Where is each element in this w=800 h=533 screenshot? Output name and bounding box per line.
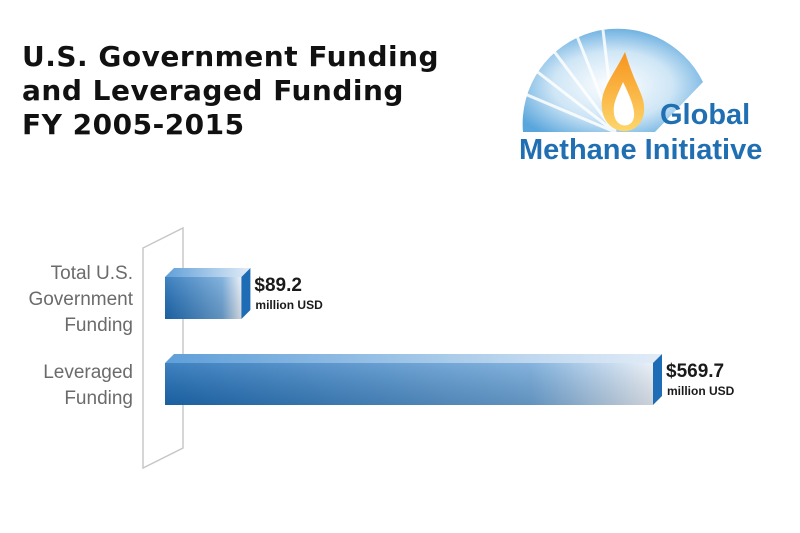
logo-line-2: Methane Initiative bbox=[519, 134, 762, 166]
unit-label-1: million USD bbox=[667, 384, 735, 398]
bar-1 bbox=[165, 354, 662, 405]
bar-front-shade bbox=[165, 363, 653, 405]
unit-label-0: million USD bbox=[255, 298, 323, 312]
bar-end-face bbox=[653, 354, 662, 405]
funding-bar-chart: $89.2 million USD Total U.S. Government Fund… bbox=[28, 226, 735, 470]
bar-top-face bbox=[165, 354, 662, 363]
title-line-1: U.S. Government Funding bbox=[22, 40, 440, 73]
bar-top-face bbox=[165, 268, 251, 277]
title-line-3: FY 2005-2015 bbox=[22, 108, 245, 141]
value-label-1: $569.7 bbox=[666, 361, 724, 382]
flame-icon bbox=[601, 52, 645, 132]
bar-0 bbox=[165, 268, 251, 319]
value-label-0: $89.2 bbox=[254, 275, 302, 296]
bar-front-shade bbox=[165, 277, 242, 319]
logo-line-1: Global bbox=[660, 99, 750, 131]
bar-end-face bbox=[241, 268, 251, 319]
chart-title: U.S. Government Funding and Leveraged Fu… bbox=[22, 40, 439, 142]
category-label-1: Leveraged Funding bbox=[43, 362, 133, 409]
axis-plane bbox=[142, 226, 184, 470]
category-label-0: Total U.S. Government Funding bbox=[28, 263, 133, 336]
title-line-2: and Leveraged Funding bbox=[22, 74, 404, 107]
global-methane-initiative-logo: Global Methane Initiative bbox=[519, 28, 762, 166]
